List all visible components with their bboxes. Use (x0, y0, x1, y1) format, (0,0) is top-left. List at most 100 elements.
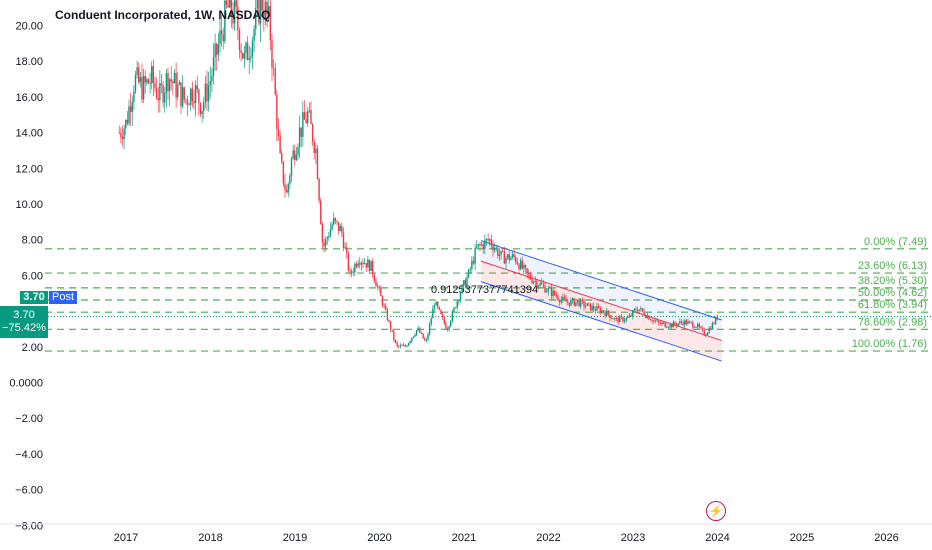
candle-body (422, 333, 424, 339)
candle-body (685, 320, 688, 325)
candle-body (635, 309, 637, 311)
candle-body (599, 307, 601, 313)
candle-body (133, 91, 135, 102)
candle-body (194, 85, 197, 104)
candle-body (489, 239, 491, 241)
channel-lower-line (480, 281, 722, 362)
candle-body (469, 268, 471, 270)
candle-body (703, 329, 705, 336)
candle-body (248, 58, 250, 60)
candle-body (573, 298, 575, 306)
candle-body (326, 237, 328, 239)
candle-body (268, 6, 270, 15)
candle-body (669, 324, 671, 328)
candle-body (305, 119, 307, 124)
candle-body (518, 264, 520, 270)
candle-body (609, 314, 611, 319)
candle-body (524, 264, 527, 269)
candle-body (576, 300, 579, 303)
candle-body (484, 239, 486, 249)
candle-body (459, 293, 462, 301)
candle-body (360, 262, 363, 265)
chart-title: Conduent Incorporated, 1W, NASDAQ (55, 8, 271, 22)
candle-body (287, 183, 289, 193)
candle-body (233, 0, 236, 24)
candle-body (695, 326, 697, 328)
candle-body (467, 269, 470, 278)
x-tick-label: 2025 (790, 532, 814, 544)
candle-body (300, 127, 302, 137)
candle-body (453, 307, 455, 312)
candle-body (430, 318, 432, 325)
candle-body (250, 56, 252, 59)
candle-body (365, 263, 367, 268)
candle-body (328, 236, 330, 238)
candle-body (506, 254, 509, 258)
candle-body (138, 67, 140, 83)
candle-body (342, 232, 345, 249)
candle-body (151, 66, 153, 84)
candle-body (513, 254, 515, 258)
candle-body (612, 318, 614, 320)
candle-body (568, 302, 571, 306)
candle-body (196, 85, 198, 90)
candle-body (495, 247, 497, 249)
candle-body (324, 238, 327, 247)
candle-body (544, 285, 546, 293)
candle-body (597, 306, 600, 308)
x-tick-label: 2019 (283, 532, 307, 544)
candle-body (628, 315, 631, 318)
channel-upper-fill (480, 240, 722, 341)
candle-body (539, 282, 541, 286)
candle-body (362, 262, 364, 264)
candle-body (147, 79, 150, 84)
candle-body (149, 83, 151, 84)
candle-body (216, 43, 218, 55)
candle-body (152, 66, 155, 84)
candle-body (183, 87, 185, 100)
price-label: 3.70 (20, 291, 48, 304)
candle-body (693, 327, 696, 329)
candle-body (450, 321, 452, 327)
candle-body (271, 40, 273, 68)
candle-body (523, 264, 525, 269)
candle-body (240, 50, 242, 53)
candle-body (570, 300, 572, 306)
candle-body (128, 106, 130, 124)
candle-body (136, 67, 138, 75)
candle-body (277, 129, 280, 136)
candle-body (441, 314, 444, 318)
candle-body (142, 75, 145, 100)
candle-body (329, 229, 332, 237)
candle-body (144, 75, 146, 83)
candle-body (242, 52, 244, 59)
candle-body (276, 94, 278, 130)
candle-body (238, 30, 241, 51)
y-axis: 20.0018.0016.0014.0012.0010.008.006.004.… (9, 21, 43, 533)
candle-body (251, 40, 254, 57)
candle-body (542, 284, 545, 286)
candle-body (659, 322, 662, 325)
candle-body (383, 305, 385, 307)
candle-body (623, 320, 626, 322)
candle-body (331, 224, 333, 230)
candle-body (154, 83, 156, 89)
candle-body (217, 43, 220, 55)
candle-body (258, 0, 260, 24)
candle-body (502, 250, 504, 252)
candle-body (157, 97, 159, 101)
candle-body (349, 270, 351, 272)
candle-body (560, 299, 562, 303)
fib-label: 61.80% (3.94) (858, 299, 927, 311)
bolt-icon[interactable]: ⚡ (706, 501, 726, 521)
candle-body (500, 250, 502, 255)
candle-body (643, 311, 645, 316)
candle-body (212, 57, 215, 76)
candle-body (394, 339, 397, 343)
candle-body (654, 320, 657, 322)
candle-body (692, 322, 694, 328)
candle-body (313, 141, 315, 154)
y-tick-label: 10.00 (15, 199, 43, 211)
candle-body (269, 6, 272, 41)
